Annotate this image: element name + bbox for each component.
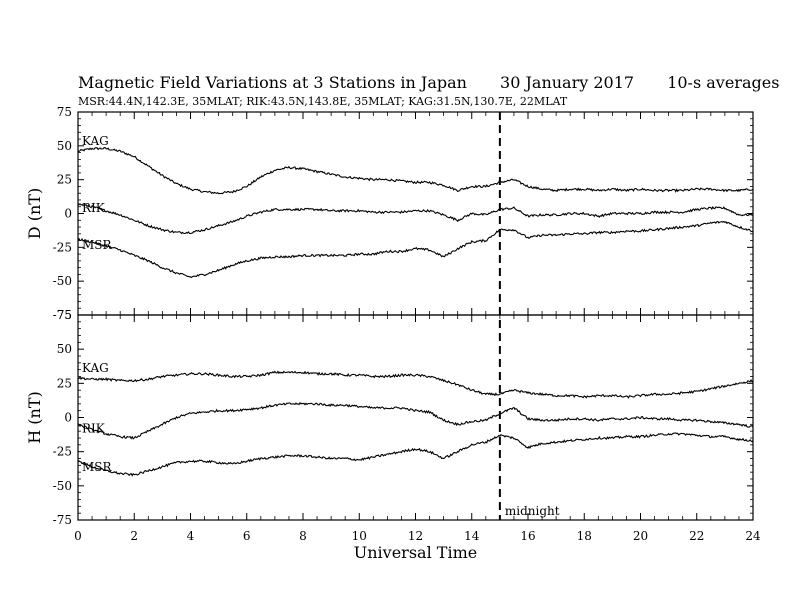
x-tick-label: 10 — [352, 529, 367, 543]
series-label-kag: KAG — [82, 361, 109, 375]
x-tick-label: 2 — [130, 529, 138, 543]
chart-averaging: 10-s averages — [667, 73, 780, 92]
y-tick-label: 0 — [64, 411, 72, 425]
chart-subtitle: MSR:44.4N,142.3E, 35MLAT; RIK:43.5N,143.… — [78, 95, 568, 108]
y-tick-label: -75 — [53, 308, 72, 322]
x-tick-label: 4 — [187, 529, 195, 543]
x-tick-label: 16 — [520, 529, 535, 543]
chart-title-line: Magnetic Field Variations at 3 Stations … — [78, 73, 792, 92]
y-tick-label: 50 — [57, 342, 72, 356]
x-tick-label: 22 — [689, 529, 704, 543]
series-label-msr: MSR — [82, 238, 113, 252]
series-label-msr: MSR — [82, 460, 113, 474]
series-line-kag — [77, 370, 754, 399]
series-line-kag — [77, 147, 754, 195]
series-label-kag: KAG — [82, 134, 109, 148]
panel-frame — [77, 111, 754, 316]
chart-title: Magnetic Field Variations at 3 Stations … — [78, 73, 467, 92]
y-tick-label: -50 — [53, 479, 72, 493]
x-tick-label: 14 — [464, 529, 480, 543]
series-line-msr — [77, 432, 754, 477]
y-tick-label: 25 — [57, 173, 72, 187]
y-tick-label: -50 — [53, 274, 72, 288]
midnight-label: midnight — [505, 504, 560, 518]
y-tick-label: 50 — [57, 139, 72, 153]
x-tick-label: 24 — [745, 529, 761, 543]
y-tick-label: -25 — [53, 240, 72, 254]
y-tick-label: 0 — [64, 207, 72, 221]
y-tick-label: -75 — [53, 513, 72, 527]
series-label-rik: RIK — [82, 201, 106, 215]
y-tick-label: 25 — [57, 376, 72, 390]
y-tick-label: -25 — [53, 445, 72, 459]
y-tick-label: 75 — [57, 308, 72, 322]
series-label-rik: RIK — [82, 421, 106, 435]
y-axis-label: D (nT) — [25, 188, 44, 239]
x-tick-label: 8 — [299, 529, 307, 543]
x-tick-label: 18 — [577, 529, 592, 543]
series-line-msr — [77, 220, 754, 279]
y-axis-label: H (nT) — [25, 391, 44, 444]
x-tick-label: 20 — [633, 529, 648, 543]
y-tick-label: 75 — [57, 105, 72, 119]
chart-date: 30 January 2017 — [500, 73, 635, 92]
x-tick-label: 0 — [74, 529, 82, 543]
series-line-rik — [77, 203, 754, 235]
series-line-rik — [77, 401, 754, 440]
x-axis-label: Universal Time — [354, 543, 477, 562]
x-tick-label: 12 — [408, 529, 423, 543]
x-tick-label: 6 — [243, 529, 251, 543]
